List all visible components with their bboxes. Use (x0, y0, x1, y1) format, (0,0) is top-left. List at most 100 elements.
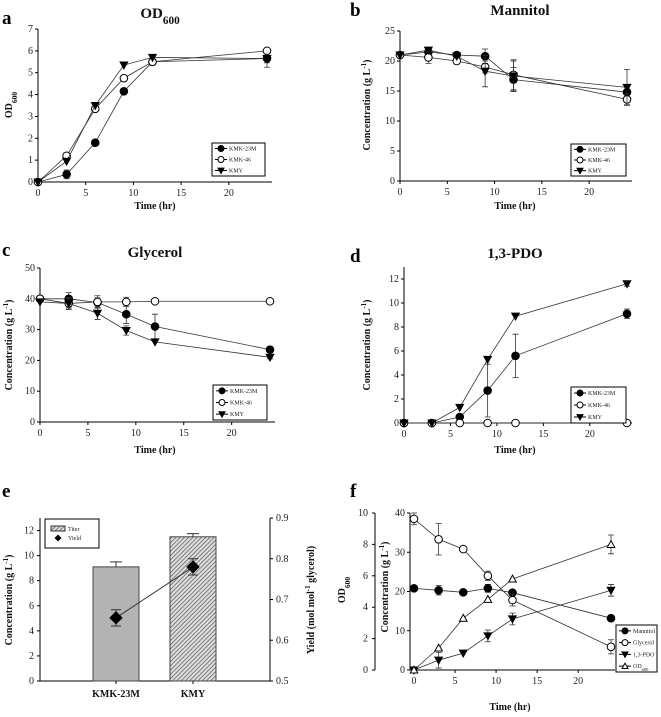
legend-marker (218, 399, 226, 406)
y-tick-label: 1 (28, 155, 33, 166)
data-point (262, 46, 272, 56)
data-point (35, 298, 45, 307)
series-line (39, 298, 270, 304)
legend-label: Mannitol (633, 629, 655, 635)
y-axis-label: Concentration (g L-1) (2, 555, 15, 646)
x-tick-label: 10 (492, 429, 502, 440)
legend-marker (54, 534, 62, 542)
x-tick-label: 5 (448, 429, 453, 440)
y-tick-label: 20 (385, 56, 395, 67)
legend-marker (576, 145, 584, 153)
x-tick-label: 15 (537, 187, 547, 198)
data-point (507, 615, 518, 624)
data-point (62, 170, 71, 179)
data-point (483, 386, 492, 395)
panel-a: a OD600 0 5 10 15 20 0 1 2 3 4 5 6 7 Time (hr) OD600 KMK-… (2, 6, 272, 212)
y-tick-label: 7 (28, 24, 33, 35)
data-point (606, 539, 616, 548)
legend-label: Glycerol (633, 641, 654, 647)
data-point (510, 312, 521, 322)
series-line (37, 58, 268, 183)
legend-marker (576, 414, 584, 422)
y-tick-label: 0 (390, 176, 395, 187)
data-point (483, 594, 493, 603)
data-point (433, 643, 444, 652)
data-point (427, 419, 437, 428)
series-line (399, 51, 628, 93)
legend-label: Titer (68, 527, 79, 533)
data-point (606, 613, 616, 623)
legend-marker (621, 651, 629, 659)
panel-letter: f (350, 481, 357, 502)
data-point (483, 571, 493, 581)
legend: KMK-23M KMK-46 KMY (570, 386, 627, 424)
data-point (511, 418, 520, 428)
y-tick-label: 40 (25, 294, 35, 305)
y-tick-label: 30 (395, 547, 405, 558)
y-tick-label: 50 (25, 263, 35, 274)
panel-d: d 1,3-PDO 0 5 10 15 20 0 2 4 6 8 10 12 Time (hr) Concen… (350, 246, 632, 456)
data-point (121, 297, 131, 307)
y2-axis-label: Yield (mol mol-1 glycerol) (304, 546, 317, 654)
legend: Mannitol Glycerol 1,3-PDO OD600 (615, 624, 658, 673)
data-point (434, 534, 443, 544)
data-point (480, 67, 490, 77)
error-bar (187, 533, 199, 537)
legend-label: KMK-23M (588, 147, 616, 153)
y-tick-label: 30 (25, 325, 35, 336)
data-point (606, 586, 616, 596)
data-point (458, 649, 468, 658)
od-axis-label: OD600 (337, 577, 352, 604)
legend-label: KMK-46 (588, 403, 610, 409)
x-tick-label: 0 (398, 187, 403, 198)
data-point (409, 584, 419, 593)
legend: KMK-23M KMK-46 KMY (570, 143, 627, 177)
legend-marker (576, 401, 584, 409)
data-point (119, 73, 129, 83)
legend-marker (218, 411, 226, 419)
legend-marker (217, 156, 225, 163)
data-point (61, 157, 72, 167)
legend-label: KMK-23M (229, 147, 257, 153)
x-tick-label: 15 (532, 676, 542, 687)
data-point (265, 296, 275, 306)
legend: KMK-23M KMK-46 KMY (211, 142, 266, 177)
data-point (121, 326, 131, 336)
yield-point (109, 611, 123, 625)
legend-marker (621, 639, 629, 647)
data-point (507, 574, 518, 583)
panel-c: c Glycerol 0 5 10 15 20 0 10 20 30 40 50 Time (hr) Con… (2, 240, 275, 456)
data-point (150, 296, 160, 306)
data-point (622, 83, 632, 93)
y2-tick-label: 0.5 (276, 676, 289, 687)
panel-letter: d (350, 246, 361, 267)
series-line (399, 49, 628, 88)
legend-marker (576, 156, 584, 164)
data-point (147, 53, 158, 63)
y-tick-label: 40 (395, 508, 405, 519)
data-point (90, 138, 100, 147)
y2-tick-label: 0.6 (276, 635, 289, 646)
y-tick-label: 20 (25, 355, 35, 366)
legend-label: KMK-46 (229, 158, 251, 164)
data-point (452, 52, 462, 62)
data-point (119, 86, 129, 96)
x-tick-label: 15 (176, 188, 186, 199)
x-axis-label: Time (hr) (134, 445, 175, 456)
y-tick-label: 4 (28, 90, 33, 101)
legend-label: KMK-23M (230, 389, 258, 395)
legend-label: KMY (230, 412, 245, 418)
panel-title: Glycerol (128, 245, 183, 261)
data-point (409, 514, 419, 524)
y-tick-label: 10 (395, 626, 405, 637)
x-tick-label: 20 (585, 429, 595, 440)
legend-label: KMY (588, 169, 603, 175)
legend-label: KMK-23M (588, 391, 616, 397)
legend-label: KMK-46 (230, 401, 252, 407)
panel-letter: a (2, 8, 12, 29)
data-point (93, 297, 102, 307)
x-axis-label: Time (hr) (494, 445, 535, 456)
data-point (455, 418, 465, 428)
data-point (508, 595, 517, 605)
legend: KMK-23M KMK-46 KMY (212, 384, 268, 421)
